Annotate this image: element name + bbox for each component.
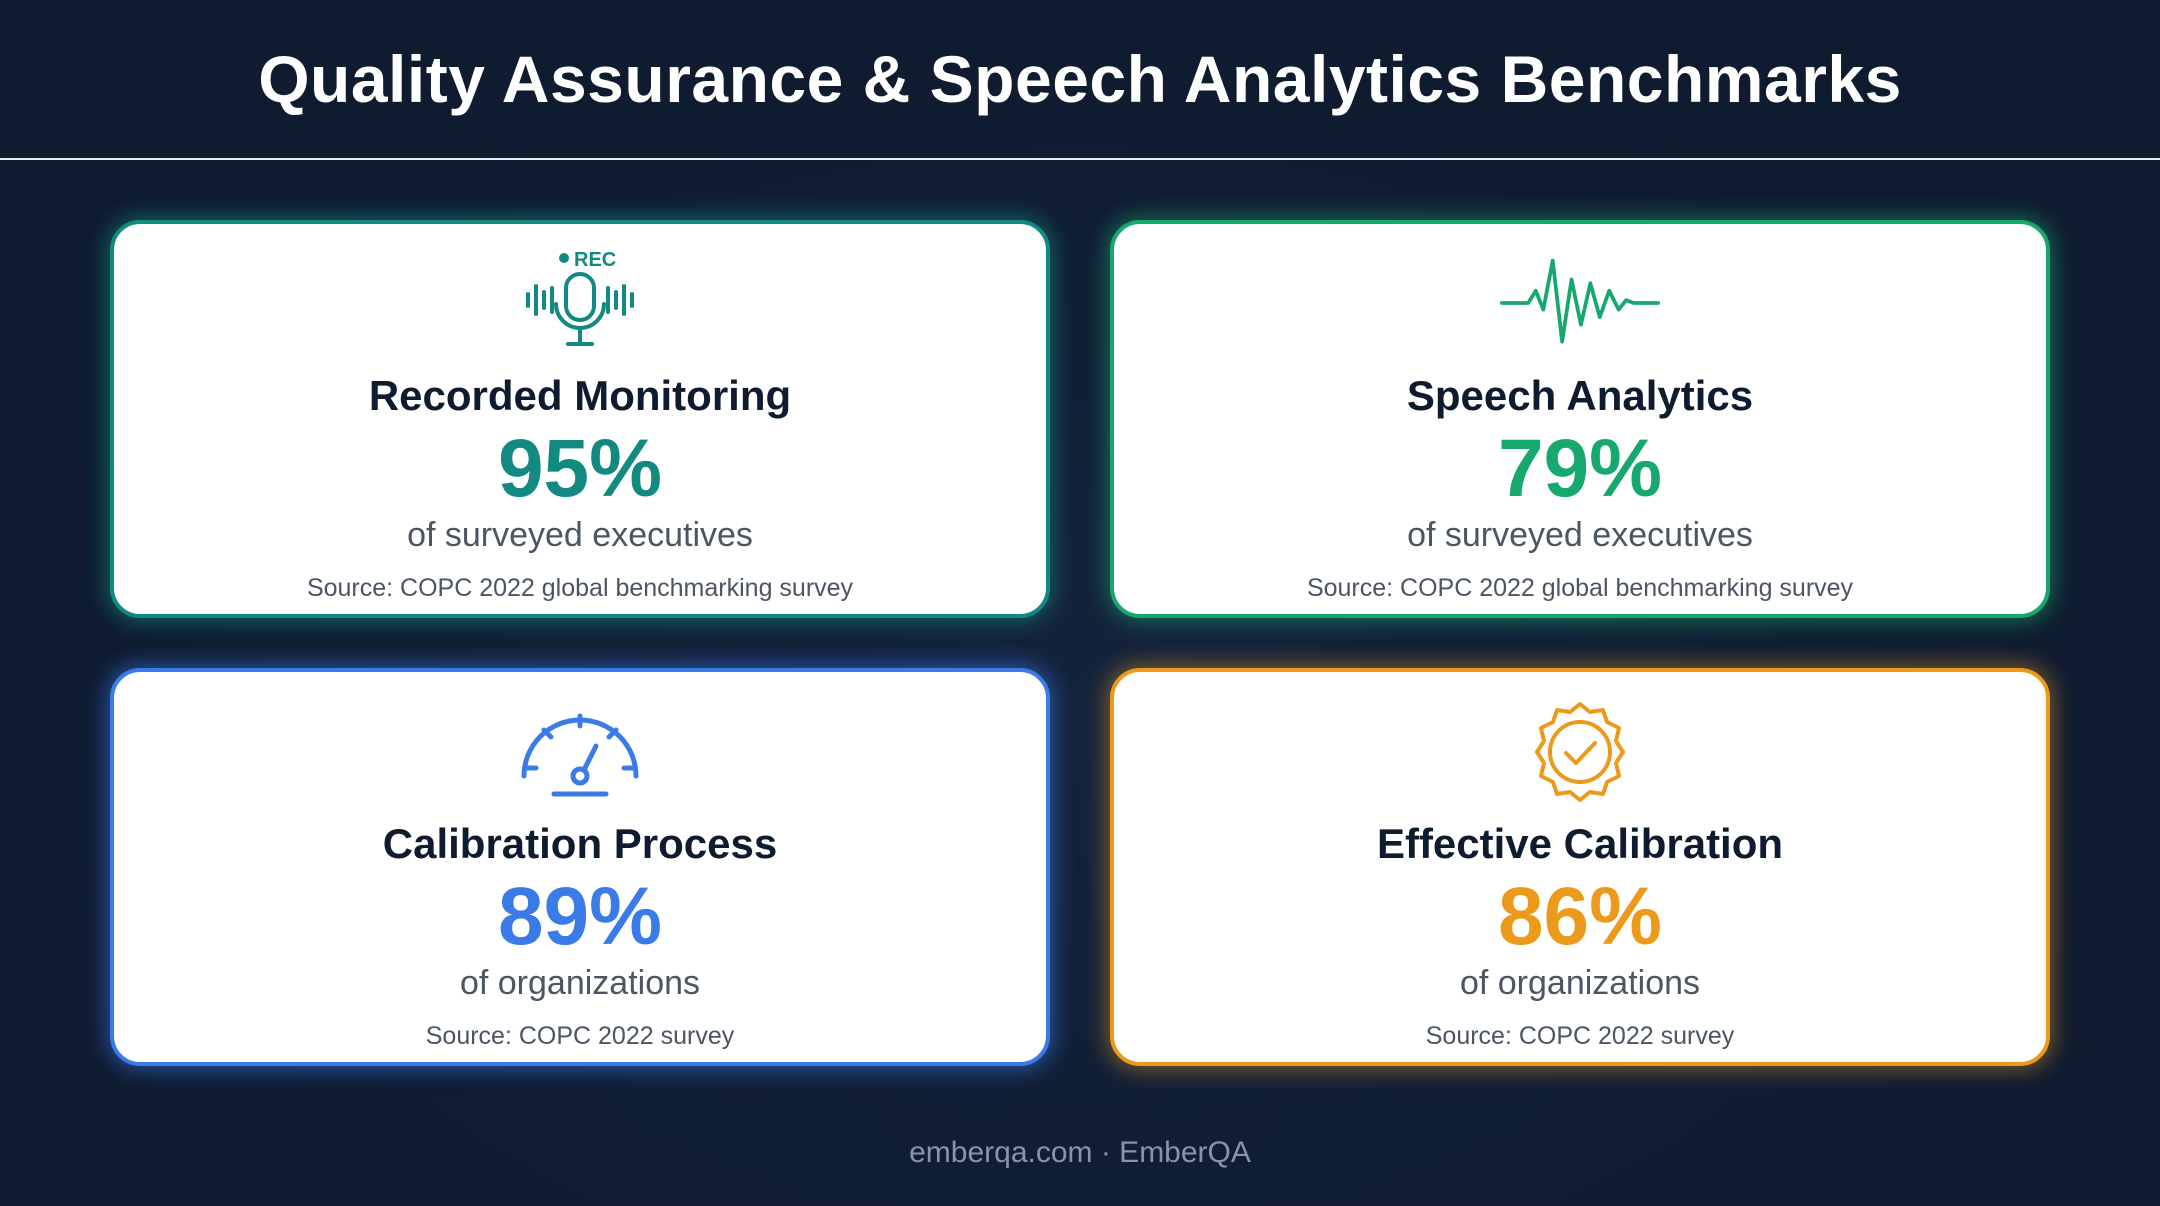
page-title: Quality Assurance & Speech Analytics Ben…: [258, 42, 1902, 116]
card-label: of surveyed executives: [1407, 516, 1753, 554]
card-source: Source: COPC 2022 global benchmarking su…: [306, 574, 854, 602]
card-title: Recorded Monitoring: [368, 372, 792, 419]
card-label: of organizations: [459, 964, 701, 1002]
stat-card-speech-analytics: Speech Analytics 79% of surveyed executi…: [1110, 220, 2050, 618]
badge-check-icon: [1500, 696, 1660, 806]
card-label: of organizations: [1459, 964, 1701, 1002]
footer-credit: emberqa.com · EmberQA: [909, 1136, 1251, 1169]
stat-card-recorded-monitoring: REC Recorded Monitoring 95% of surveyed …: [110, 220, 1050, 618]
card-source: Source: COPC 2022 survey: [1425, 1022, 1735, 1050]
stat-card-effective-calibration: Effective Calibration 86% of organizatio…: [1110, 668, 2050, 1066]
rec-label: REC: [574, 249, 616, 271]
waveform-icon: [1500, 248, 1660, 358]
card-value: 79%: [1497, 423, 1663, 514]
header-divider: [0, 158, 2160, 160]
card-title: Calibration Process: [382, 820, 778, 867]
card-title: Speech Analytics: [1406, 372, 1754, 419]
card-value: 95%: [497, 423, 663, 514]
gauge-icon: [500, 696, 660, 806]
card-value: 89%: [497, 871, 663, 962]
header: Quality Assurance & Speech Analytics Ben…: [0, 0, 2160, 158]
card-value: 86%: [1497, 871, 1663, 962]
card-source: Source: COPC 2022 global benchmarking su…: [1306, 574, 1854, 602]
stat-card-calibration-process: Calibration Process 89% of organizations…: [110, 668, 1050, 1066]
card-source: Source: COPC 2022 survey: [425, 1022, 735, 1050]
microphone-rec-icon: REC: [500, 248, 660, 358]
card-title: Effective Calibration: [1376, 820, 1784, 867]
card-label: of surveyed executives: [407, 516, 753, 554]
